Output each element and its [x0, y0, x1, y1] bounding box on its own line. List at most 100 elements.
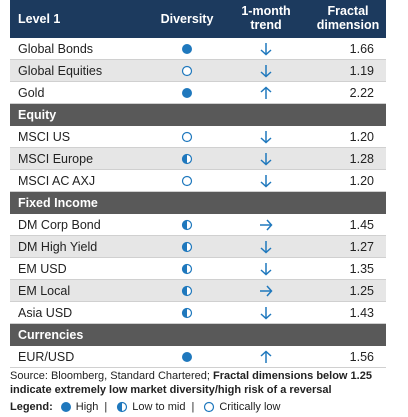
table-row: DM High Yield 1.27 [10, 236, 386, 258]
asset-name: Global Bonds [18, 42, 94, 56]
asset-name: Asia USD [18, 306, 73, 320]
trend-cell [259, 284, 273, 298]
trend-arrow [260, 175, 272, 188]
trend-arrow [260, 131, 272, 144]
asset-name: Global Equities [18, 64, 103, 78]
diversity-icon [60, 402, 71, 412]
trend-cell [259, 130, 273, 144]
diversity-cell [181, 175, 193, 187]
legend-icon [116, 401, 128, 413]
trend-arrow [260, 86, 272, 99]
table-header: Level 1 Diversity 1-month trend Fractal … [10, 0, 386, 38]
legend: Legend: High | Low to mid | Critically low [10, 400, 395, 414]
fractal-value: 1.19 [349, 64, 374, 78]
legend-title: Legend: [10, 401, 53, 413]
legend-label: Critically low [219, 401, 281, 413]
asset-name: EM USD [18, 262, 67, 276]
trend-cell [259, 42, 273, 56]
fractal-value: 1.25 [349, 284, 374, 298]
table-row: MSCI US 1.20 [10, 126, 386, 148]
section-title: Currencies [18, 328, 84, 342]
trend-arrow [260, 153, 272, 166]
diversity-icon [181, 175, 193, 187]
trend-cell [259, 306, 273, 320]
trend-arrow [260, 263, 272, 276]
diversity-cell [181, 87, 193, 99]
diversity-icon [181, 65, 193, 77]
trend-cell [259, 152, 273, 166]
section-header: Fixed Income [10, 192, 386, 214]
table-row: MSCI AC AXJ 1.20 [10, 170, 386, 192]
diversity-icon [204, 401, 215, 413]
trend-cell [259, 240, 273, 254]
section-title: Equity [18, 108, 57, 122]
fractal-value: 1.28 [349, 152, 374, 166]
fractal-value: 2.22 [349, 86, 374, 100]
asset-name: MSCI US [18, 130, 71, 144]
diversity-icon [181, 307, 193, 319]
fractal-value: 1.27 [349, 240, 374, 254]
section-header: Equity [10, 104, 386, 126]
diversity-icon [181, 131, 193, 143]
table-row: DM Corp Bond 1.45 [10, 214, 386, 236]
diversity-icon [181, 241, 193, 253]
column-header: Level 1 [18, 12, 61, 26]
diversity-icon [181, 153, 193, 165]
column-header: Fractal dimension [316, 4, 380, 32]
diversity-cell [181, 241, 193, 253]
diversity-cell [181, 307, 193, 319]
table-row: EM USD 1.35 [10, 258, 386, 280]
asset-name: Gold [18, 86, 45, 100]
diversity-cell [181, 43, 193, 55]
asset-name: MSCI AC AXJ [18, 174, 96, 188]
asset-name: DM Corp Bond [18, 218, 101, 232]
asset-name: MSCI Europe [18, 152, 94, 166]
fractal-value: 1.35 [349, 262, 374, 276]
section-header: Currencies [10, 324, 386, 346]
diversity-cell [181, 153, 193, 165]
legend-icon [203, 401, 215, 413]
trend-arrow [260, 65, 272, 78]
trend-arrow [260, 350, 272, 363]
table-row: Global Bonds 1.66 [10, 38, 386, 60]
column-header: Diversity [160, 12, 214, 26]
diversity-cell [181, 351, 193, 363]
fractal-value: 1.45 [349, 218, 374, 232]
trend-cell [259, 174, 273, 188]
fractal-value: 1.56 [349, 350, 374, 364]
diversity-cell [181, 219, 193, 231]
diversity-icon [182, 44, 192, 54]
legend-label: Low to mid [132, 401, 186, 413]
legend-label: High [75, 401, 99, 413]
diversity-icon [117, 401, 128, 413]
trend-cell [259, 262, 273, 276]
table-row: Global Equities 1.19 [10, 60, 386, 82]
trend-arrow [260, 307, 272, 320]
trend-arrow [260, 285, 273, 297]
trend-arrow [260, 241, 272, 254]
fractal-value: 1.20 [349, 174, 374, 188]
table-row: EM Local 1.25 [10, 280, 386, 302]
trend-arrow [260, 219, 273, 231]
table-row: MSCI Europe 1.28 [10, 148, 386, 170]
trend-arrow [260, 43, 272, 56]
legend-separator: | [191, 401, 195, 413]
trend-cell [259, 218, 273, 232]
source: Source: Bloomberg, Standard Chartered; [10, 370, 210, 382]
asset-name: EM Local [18, 284, 71, 298]
section-title: Fixed Income [18, 196, 98, 210]
diversity-icon [182, 88, 192, 98]
diversity-cell [181, 263, 193, 275]
fractal-value: 1.20 [349, 130, 374, 144]
column-header: 1-month trend [241, 4, 291, 32]
trend-cell [259, 64, 273, 78]
diversity-icon [181, 263, 193, 275]
legend-separator: | [104, 401, 108, 413]
legend-icon [60, 401, 72, 413]
table-row: Asia USD 1.43 [10, 302, 386, 324]
diversity-icon [181, 285, 193, 297]
diversity-cell [181, 65, 193, 77]
fractal-value: 1.66 [349, 42, 374, 56]
table-row: Gold 2.22 [10, 82, 386, 104]
